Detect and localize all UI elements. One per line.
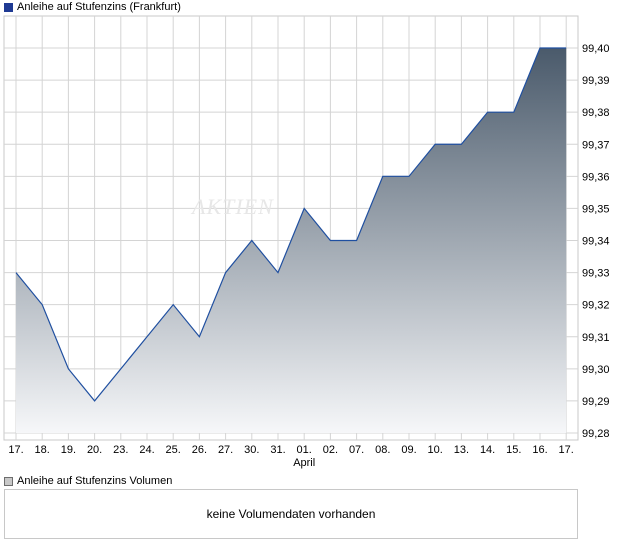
x-tick-label: 23.	[113, 444, 128, 456]
series-line	[15, 47, 567, 402]
x-tick-label: 09.	[401, 444, 416, 456]
x-tick-label: 07.	[349, 444, 364, 456]
y-tick-label: 99,38	[582, 107, 610, 119]
x-tick-label: 26.	[192, 444, 207, 456]
y-tick-label: 99,35	[582, 203, 610, 215]
legend-volume: Anleihe auf Stufenzins Volumen	[4, 474, 172, 488]
y-tick-label: 99,28	[582, 428, 610, 440]
volume-empty-message: keine Volumendaten vorhanden	[206, 507, 376, 521]
y-tick-label: 99,31	[582, 332, 610, 344]
x-tick-label: 25.	[166, 444, 181, 456]
x-tick-label: 02.	[323, 444, 338, 456]
y-tick-label: 99,29	[582, 396, 610, 408]
x-tick-label: 16.	[532, 444, 547, 456]
y-tick-label: 99,39	[582, 75, 610, 87]
legend-main-label: Anleihe auf Stufenzins (Frankfurt)	[17, 1, 181, 13]
x-tick-label: 27.	[218, 444, 233, 456]
watermark-text: AKTIEN	[190, 194, 274, 219]
legend-volume-label: Anleihe auf Stufenzins Volumen	[17, 475, 173, 487]
x-tick-label: 01.	[297, 444, 312, 456]
x-tick-label: 17.	[559, 444, 574, 456]
legend-main-swatch	[4, 2, 13, 12]
y-tick-label: 99,30	[582, 364, 610, 376]
legend-main: Anleihe auf Stufenzins (Frankfurt)	[4, 0, 181, 14]
y-tick-label: 99,32	[582, 300, 610, 312]
x-tick-label: 30.	[244, 444, 259, 456]
x-tick-label: 10.	[428, 444, 443, 456]
y-tick-label: 99,36	[582, 171, 610, 183]
volume-panel: keine Volumendaten vorhanden	[4, 489, 578, 539]
y-axis-ticks: 99,40 99,39 99,38 99,37 99,36 99,35 99,34 99,33…	[582, 43, 610, 440]
y-tick-label: 99,34	[582, 236, 610, 248]
x-tick-label: 18.	[35, 444, 50, 456]
legend-volume-swatch	[4, 476, 13, 486]
x-tick-label: 17.	[8, 444, 23, 456]
x-axis-ticks: 17. 18. 19. 20. 23. 24. 25. 26. 27. 30. 31. 01. 02. 0…	[8, 444, 573, 469]
x-tick-label: 15.	[506, 444, 521, 456]
price-chart: AKTIEN 99,4099,3999,3899,3799,3699,3599,…	[3, 15, 610, 469]
x-tick-label: 19.	[61, 444, 76, 456]
x-tick-label: 13.	[454, 444, 469, 456]
x-tick-label: 08.	[375, 444, 390, 456]
x-tick-label: 14.	[480, 444, 495, 456]
area-series	[15, 47, 567, 433]
y-tick-label: 99,40	[582, 43, 610, 55]
x-tick-label: 20.	[87, 444, 102, 456]
x-tick-label: 31.	[270, 444, 285, 456]
y-tick-label: 99,33	[582, 268, 610, 280]
area-fill	[16, 48, 567, 433]
x-tick-label: 24.	[139, 444, 154, 456]
y-tick-label: 99,37	[582, 139, 610, 151]
x-month-label: April	[293, 457, 315, 469]
